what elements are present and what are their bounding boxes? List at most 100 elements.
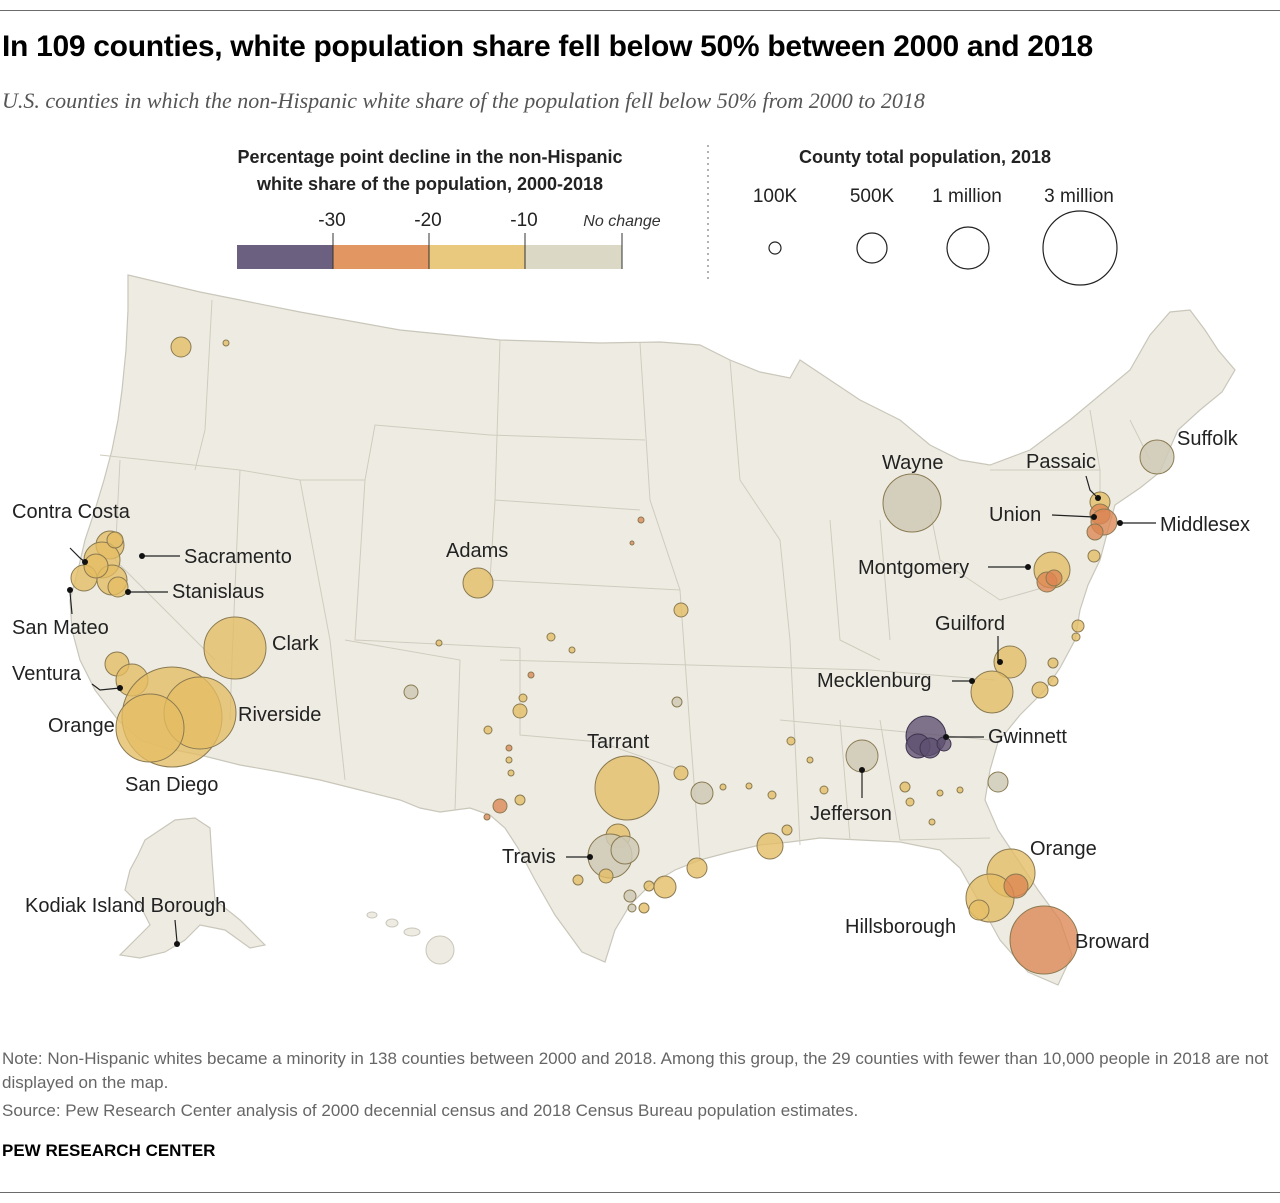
county-bubble [623, 889, 637, 903]
hawaii-islands [366, 911, 455, 965]
color-legend-title-2: white share of the population, 2000-2018 [256, 174, 603, 194]
county-bubble [1045, 569, 1063, 587]
size-legend: County total population, 2018 100K 500K … [753, 147, 1118, 286]
county-map: Percentage point decline in the non-Hisp… [12, 145, 1250, 986]
county-bubble [629, 540, 635, 546]
county-bubble [83, 553, 109, 579]
hawaii-island [425, 935, 455, 965]
border [929, 509, 1071, 601]
size-legend-circle [856, 232, 888, 264]
size-legend-label: 100K [753, 186, 798, 207]
border [299, 479, 346, 781]
hawaii-island [366, 911, 378, 919]
label-sacramento: Sacramento [184, 546, 292, 568]
county-bubble [819, 785, 829, 795]
county-bubble [106, 531, 124, 549]
county-bubble [919, 737, 941, 759]
label-tarrant: Tarrant [587, 731, 650, 753]
county-bubble [610, 835, 640, 865]
county-bubble [1047, 675, 1059, 687]
label-orange-ca: Orange [48, 715, 115, 737]
size-legend-circle [1042, 210, 1118, 286]
label-broward: Broward [1075, 931, 1149, 953]
label-contra-costa: Contra Costa [12, 501, 131, 523]
county-bubble [968, 899, 990, 921]
leader-dot [1117, 520, 1123, 526]
county-bubble [1071, 619, 1085, 633]
label-ventura: Ventura [12, 663, 82, 685]
county-bubble [115, 693, 185, 763]
county-bubble [507, 769, 515, 777]
size-legend-label: 3 million [1044, 186, 1114, 207]
leader-dot [139, 553, 145, 559]
color-legend-tick: -30 [318, 210, 345, 231]
size-legend-circle [946, 226, 990, 270]
county-bubble [483, 725, 493, 735]
label-san-mateo: San Mateo [12, 617, 109, 639]
color-bin-swatch [525, 245, 622, 269]
county-bubble [690, 781, 714, 805]
county-bubble [546, 632, 556, 642]
size-legend-label: 1 million [932, 186, 1002, 207]
label-wayne: Wayne [882, 452, 944, 474]
leader-dot [943, 734, 949, 740]
county-bubble [673, 602, 689, 618]
label-kodiak: Kodiak Island Borough [25, 895, 226, 917]
border [639, 342, 691, 731]
county-bubble [527, 671, 535, 679]
border [344, 639, 461, 811]
county-bubble [882, 473, 942, 533]
leader-dot [125, 589, 131, 595]
label-union: Union [989, 504, 1041, 526]
chart-title: In 109 counties, white population share … [2, 30, 1093, 63]
border [194, 299, 213, 471]
credit-line: PEW RESEARCH CENTER [2, 1141, 216, 1160]
county-bubble [512, 703, 528, 719]
county-bubble [170, 336, 192, 358]
county-bubble [598, 868, 614, 884]
label-passaic: Passaic [1026, 451, 1096, 473]
county-bubble [970, 670, 1014, 714]
chart-subtitle: U.S. counties in which the non-Hispanic … [2, 88, 925, 113]
label-guilford: Guilford [935, 613, 1005, 635]
leader-dot [969, 678, 975, 684]
county-bubble [786, 736, 796, 746]
leader-dot [1091, 514, 1097, 520]
county-bubble [936, 789, 944, 797]
county-bubble [1031, 681, 1049, 699]
county-bubble [1139, 439, 1175, 475]
label-montgomery: Montgomery [858, 557, 969, 579]
label-gwinnett: Gwinnett [988, 726, 1067, 748]
county-bubble [899, 781, 911, 793]
label-riverside: Riverside [238, 704, 321, 726]
border [489, 434, 646, 441]
county-bubble [643, 880, 655, 892]
county-bubble [928, 818, 936, 826]
color-legend-tick: -10 [510, 210, 537, 231]
color-bin-swatch [237, 245, 333, 269]
county-labels: Contra Costa Sacramento Stanislaus San M… [12, 428, 1250, 953]
county-bubble [686, 857, 708, 879]
leader-dot [117, 685, 123, 691]
border [729, 359, 791, 641]
label-jefferson: Jefferson [810, 803, 892, 825]
border [1089, 409, 1101, 500]
leader-dot [1025, 564, 1031, 570]
county-bubble [1071, 632, 1081, 642]
hawaii-island [385, 918, 399, 928]
border [689, 664, 996, 681]
label-stanislaus: Stanislaus [172, 581, 264, 603]
county-bubble [1003, 873, 1029, 899]
county-bubble [673, 765, 689, 781]
label-orange-fl: Orange [1030, 838, 1097, 860]
leader-union [1051, 514, 1095, 518]
border [879, 519, 891, 641]
color-legend-title-1: Percentage point decline in the non-Hisp… [237, 147, 622, 167]
county-bubble [1047, 657, 1059, 669]
label-suffolk: Suffolk [1177, 428, 1239, 450]
county-bubble [435, 639, 443, 647]
county-bubble [572, 874, 584, 886]
border [300, 424, 491, 481]
county-bubble [745, 782, 753, 790]
county-bubble [568, 646, 576, 654]
